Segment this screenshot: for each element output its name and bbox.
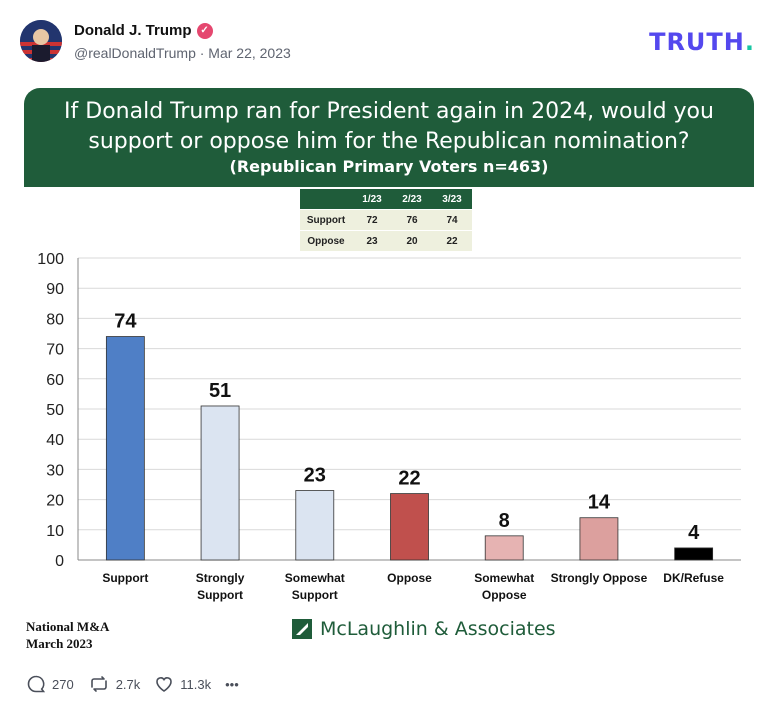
author-name-text[interactable]: Donald J. Trump — [74, 22, 192, 39]
trend-cell: 23 — [352, 230, 392, 251]
author-name[interactable]: Donald J. Trump ✓ — [74, 22, 213, 39]
data-label: 14 — [588, 492, 611, 514]
y-tick-label: 80 — [46, 311, 64, 328]
y-tick-label: 100 — [37, 251, 64, 268]
source-line-1: National M&A — [26, 619, 110, 634]
y-tick-label: 60 — [46, 372, 64, 389]
bar — [674, 547, 714, 561]
data-label: 8 — [499, 510, 510, 532]
poll-banner: If Donald Trump ran for President again … — [24, 88, 754, 187]
poll-question: If Donald Trump ran for President again … — [64, 99, 714, 154]
trend-table-header: 1/23 2/23 3/23 — [300, 189, 472, 210]
data-label: 4 — [688, 522, 700, 544]
repost-button[interactable]: 2.7k — [88, 674, 141, 694]
category-label: Support — [292, 588, 338, 602]
trend-table-row: Oppose 23 20 22 — [300, 230, 472, 251]
y-tick-label: 30 — [46, 462, 64, 479]
trend-cell: 76 — [392, 209, 432, 231]
y-tick-label: 40 — [46, 432, 64, 449]
data-label: 51 — [209, 380, 231, 402]
trend-header-cell: 3/23 — [432, 189, 472, 210]
bar — [295, 490, 335, 561]
category-label: Strongly — [196, 571, 245, 585]
trend-row-label: Oppose — [300, 230, 352, 251]
like-count: 11.3k — [180, 676, 212, 692]
firm-name: McLaughlin & Associates — [320, 618, 556, 640]
firm-logo: McLaughlin & Associates — [292, 618, 556, 640]
reply-icon — [27, 675, 46, 693]
logo-text: TRUTH — [649, 28, 745, 56]
y-tick-label: 70 — [46, 342, 64, 359]
trend-cell: 74 — [432, 209, 472, 231]
trend-cell: 22 — [432, 230, 472, 251]
reply-count: 270 — [52, 676, 74, 692]
repost-count: 2.7k — [115, 676, 141, 692]
category-label: Oppose — [482, 588, 527, 602]
source-note: National M&A March 2023 — [26, 618, 109, 652]
firm-mark-icon — [292, 619, 312, 639]
more-icon: ••• — [225, 676, 239, 692]
category-label: Somewhat — [474, 571, 534, 585]
like-button[interactable]: 11.3k — [154, 674, 211, 694]
verified-badge-icon: ✓ — [196, 22, 213, 39]
bar — [105, 336, 145, 561]
heart-icon — [156, 677, 173, 692]
repost-icon — [90, 676, 107, 692]
category-label: Somewhat — [285, 571, 345, 585]
logo-dot: . — [744, 28, 755, 56]
y-tick-label: 50 — [46, 402, 64, 419]
source-line-2: March 2023 — [26, 636, 93, 651]
y-tick-label: 90 — [46, 281, 64, 298]
truth-logo[interactable]: TRUTH. — [649, 28, 755, 56]
trend-table-corner — [300, 189, 352, 210]
y-tick-label: 0 — [55, 553, 64, 570]
data-label: 74 — [114, 311, 137, 333]
more-options-button[interactable]: ••• — [225, 677, 239, 692]
trend-row-label: Support — [300, 209, 352, 231]
y-tick-label: 20 — [46, 493, 64, 510]
category-label: DK/Refuse — [663, 571, 724, 585]
trend-table-row: Support 72 76 74 — [300, 209, 472, 231]
trend-table: 1/23 2/23 3/23 Support 72 76 74 Oppose 2… — [300, 189, 472, 251]
author-handle-date: @realDonaldTrump · Mar 22, 2023 — [74, 45, 291, 61]
trend-cell: 72 — [352, 209, 392, 231]
post-actions: 270 2.7k 11.3k ••• — [26, 674, 239, 694]
bar — [484, 535, 524, 561]
category-label: Oppose — [387, 571, 432, 585]
bar — [390, 493, 429, 561]
category-label: Strongly Oppose — [551, 571, 648, 585]
post-header: Donald J. Trump ✓ @realDonaldTrump · Mar… — [0, 0, 777, 80]
category-label: Support — [197, 588, 243, 602]
bar — [579, 517, 619, 561]
data-label: 22 — [398, 468, 420, 490]
data-label: 23 — [304, 465, 326, 487]
bar — [200, 405, 240, 561]
y-tick-label: 10 — [46, 523, 64, 540]
avatar[interactable] — [20, 20, 62, 62]
trend-cell: 20 — [392, 230, 432, 251]
trend-header-cell: 1/23 — [352, 189, 392, 210]
category-label: Support — [102, 571, 148, 585]
trend-header-cell: 2/23 — [392, 189, 432, 210]
poll-subtitle: (Republican Primary Voters n=463) — [229, 157, 549, 176]
reply-button[interactable]: 270 — [26, 674, 74, 694]
